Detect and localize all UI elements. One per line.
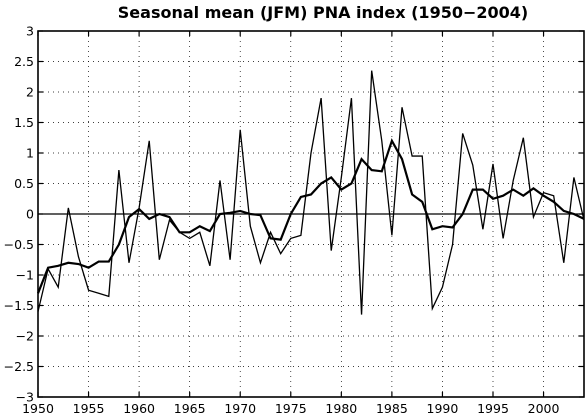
y-tick-label: −2 [16,329,34,344]
x-tick-label: 1975 [275,401,307,416]
x-tick-label: 1960 [123,401,155,416]
y-tick-label: 0.5 [14,176,34,191]
y-tick-label: −2.5 [4,359,34,374]
y-tick-label: 0 [26,207,34,222]
x-tick-label: 1995 [477,401,509,416]
y-axis-ticks: −3 −2.5 −2 −1.5 −1 −0.5 0 0.5 1 1.5 2 2.5 3 [4,24,584,405]
x-tick-label: 1950 [22,401,54,416]
y-tick-label: 2.5 [14,54,34,69]
x-tick-label: 1985 [376,401,408,416]
y-tick-label: −3 [16,390,34,405]
series-line-seasonal [37,70,585,315]
y-tick-label: −1.5 [4,298,34,313]
x-tick-label: 1980 [325,401,357,416]
x-tick-label: 1970 [224,401,256,416]
x-tick-label: 1990 [427,401,459,416]
y-tick-label: 3 [26,24,34,39]
x-tick-label: 1955 [73,401,105,416]
x-tick-label: 2000 [528,401,560,416]
chart-title: Seasonal mean (JFM) PNA index (1950−2004… [118,3,528,22]
x-axis-ticks: 1950 1955 1960 1965 1970 1975 1980 1985 1990 1995… [22,31,560,416]
y-tick-label: 2 [26,85,34,100]
y-tick-label: 1 [26,146,34,161]
y-tick-label: 1.5 [14,115,34,130]
series-group [36,70,585,315]
series-line-smoothed [36,138,585,294]
y-tick-label: −1 [16,268,34,283]
x-tick-label: 1965 [174,401,206,416]
y-tick-label: −0.5 [4,237,34,252]
grid-lines [38,31,584,397]
